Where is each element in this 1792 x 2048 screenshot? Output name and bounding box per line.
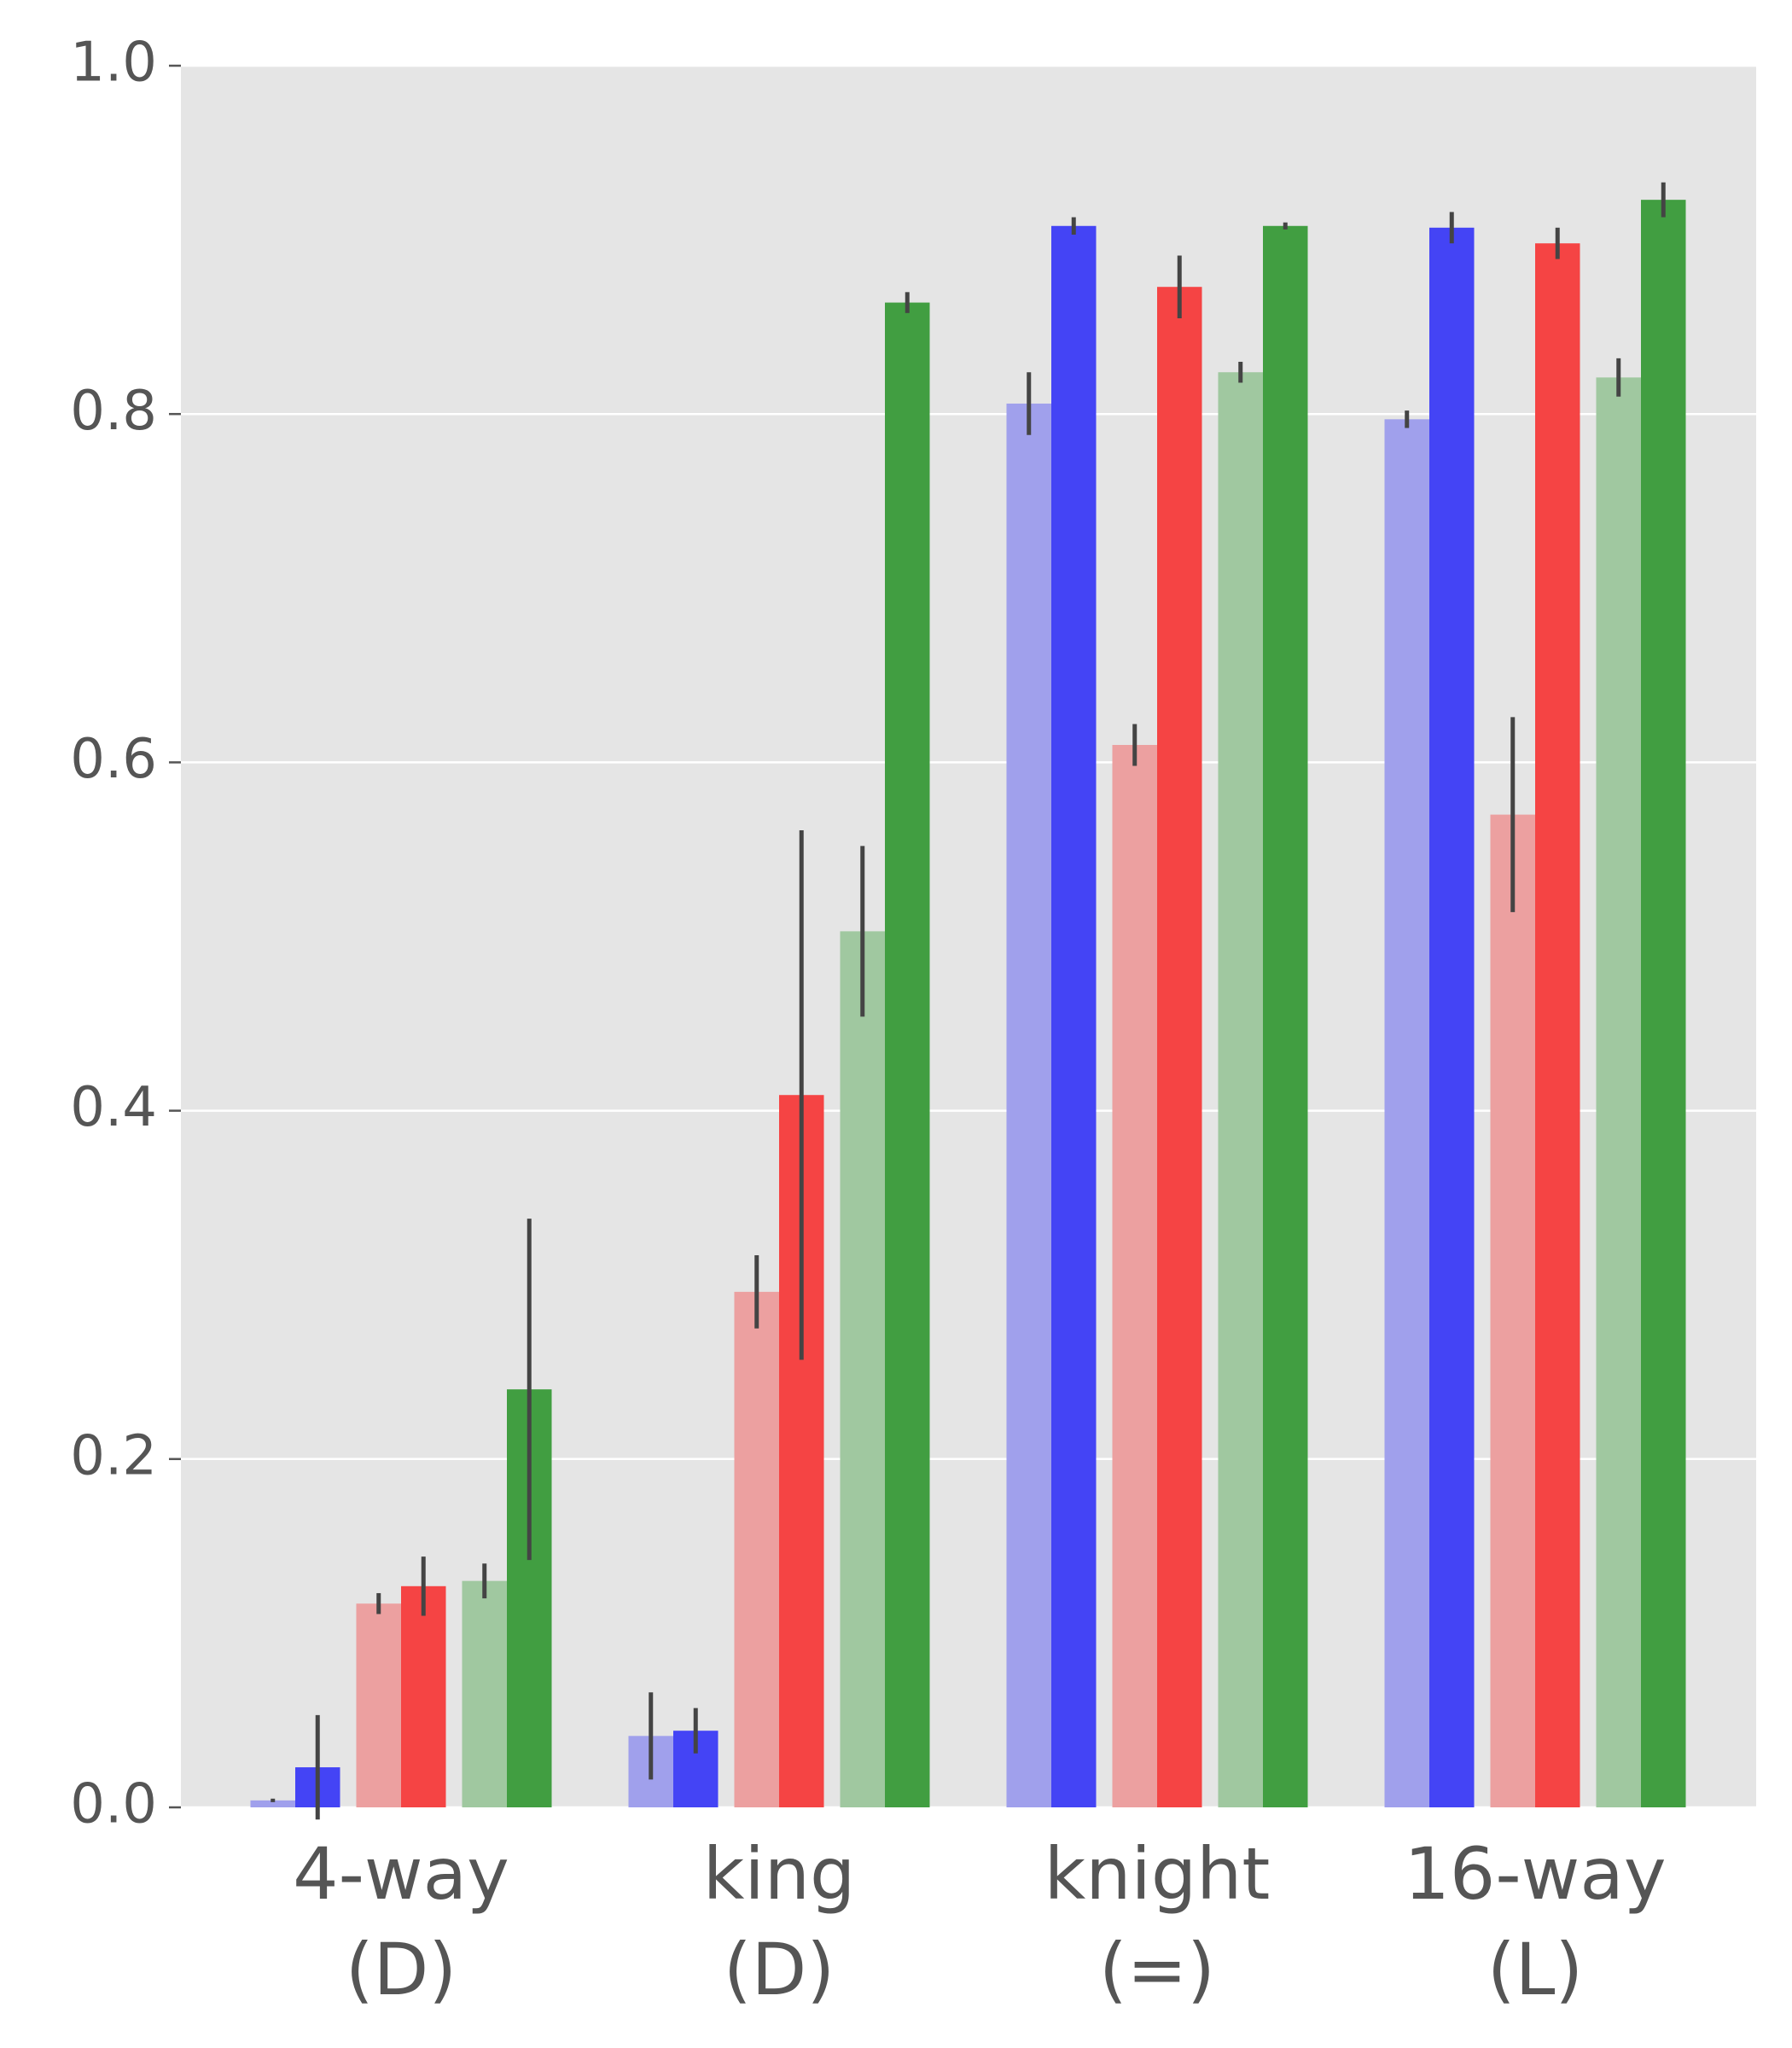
bar bbox=[250, 1800, 295, 1807]
bar bbox=[1535, 243, 1580, 1807]
y-tick-label: 0.8 bbox=[70, 380, 157, 443]
bar bbox=[840, 931, 885, 1807]
bar bbox=[356, 1603, 401, 1807]
bar bbox=[1429, 227, 1475, 1807]
x-tick-label: knight (=) bbox=[1044, 1832, 1271, 2011]
bar bbox=[1218, 372, 1263, 1807]
bar bbox=[1006, 403, 1051, 1808]
y-tick-label: 0.6 bbox=[70, 728, 157, 791]
bar bbox=[1157, 287, 1202, 1807]
bar bbox=[1596, 377, 1641, 1807]
bar bbox=[1490, 814, 1535, 1807]
y-tick-label: 0.4 bbox=[70, 1076, 157, 1139]
bar bbox=[734, 1291, 779, 1807]
y-tick-label: 0.0 bbox=[70, 1773, 157, 1836]
bar bbox=[462, 1580, 507, 1807]
y-tick-label: 0.2 bbox=[70, 1424, 157, 1487]
bar bbox=[1112, 744, 1157, 1807]
x-tick-label: 4-way (D) bbox=[293, 1832, 509, 2011]
bar bbox=[885, 302, 930, 1808]
x-tick-label: king (D) bbox=[702, 1832, 856, 2011]
bar bbox=[1384, 419, 1429, 1807]
bar bbox=[1263, 225, 1308, 1808]
x-tick-label: 16-way (L) bbox=[1404, 1832, 1667, 2011]
bar bbox=[1641, 200, 1686, 1808]
y-tick-label: 1.0 bbox=[70, 32, 157, 95]
bar bbox=[401, 1585, 446, 1807]
bar bbox=[1051, 225, 1097, 1808]
